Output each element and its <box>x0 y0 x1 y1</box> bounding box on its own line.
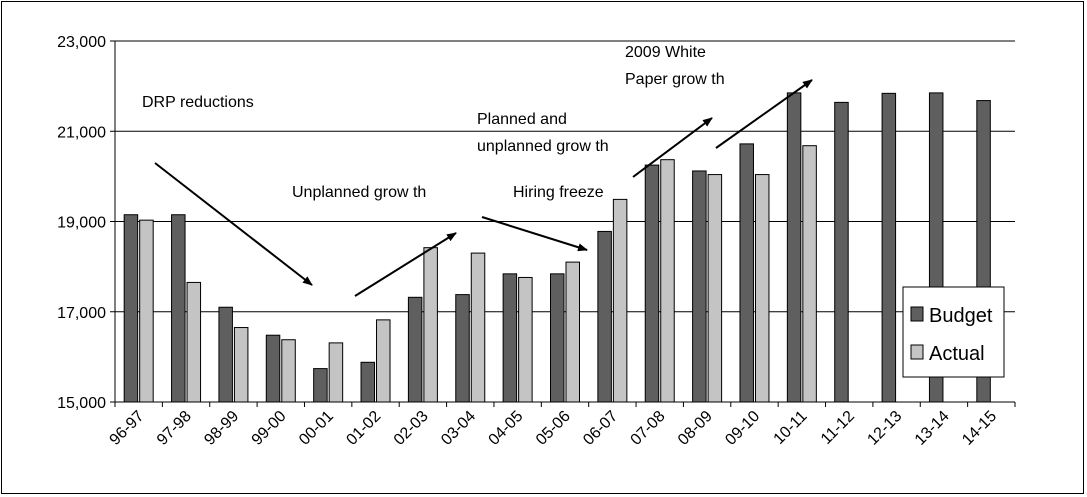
x-tick-label: 00-01 <box>296 408 337 449</box>
bar-actual-99-00 <box>281 339 296 403</box>
bar-actual-08-09 <box>707 174 723 403</box>
y-tick-label: 21,000 <box>57 124 106 141</box>
bar-budget-12-13 <box>881 92 897 403</box>
x-tick-label: 96-97 <box>107 408 148 449</box>
x-tick-label: 14-15 <box>959 408 1000 449</box>
x-tick-label: 10-11 <box>771 408 811 448</box>
bar-actual-00-01 <box>328 342 344 403</box>
legend-swatch-actual <box>910 344 924 360</box>
x-tick-label: 97-98 <box>154 408 195 449</box>
bar-actual-02-03 <box>423 247 438 403</box>
annotations: DRP reductions Unplanned grow th Planned… <box>142 44 813 297</box>
bar-actual-07-08 <box>660 159 675 403</box>
bar-budget-09-10 <box>739 143 754 403</box>
x-tick-label: 98-99 <box>201 408 242 449</box>
x-tick-label: 05-06 <box>533 408 574 449</box>
x-tick-label: 07-08 <box>628 408 669 449</box>
bar-actual-98-99 <box>233 327 249 403</box>
bar-budget-05-06 <box>550 273 565 403</box>
legend-swatch-budget <box>910 306 924 322</box>
x-tick-label: 02-03 <box>391 408 432 449</box>
x-tick-label: 12-13 <box>864 408 905 449</box>
x-tick-label: 13-14 <box>912 408 953 449</box>
bar-budget-00-01 <box>313 368 328 403</box>
bar-actual-10-11 <box>802 145 817 403</box>
bar-actual-01-02 <box>376 319 391 403</box>
bar-budget-07-08 <box>644 164 660 403</box>
bar-budget-97-98 <box>171 214 186 403</box>
x-tick-label: 06-07 <box>580 408 621 449</box>
bar-actual-09-10 <box>754 174 770 403</box>
legend-box <box>902 286 1005 378</box>
bar-actual-06-07 <box>612 198 628 403</box>
bar-actual-97-98 <box>186 281 202 403</box>
bar-budget-10-11 <box>786 92 802 403</box>
annotation-drp-reductions: DRP reductions <box>142 94 254 111</box>
bar-actual-05-06 <box>565 261 580 403</box>
bar-budget-01-02 <box>360 361 376 403</box>
annotation-unplanned-growth-2: unplanned grow th <box>477 138 609 155</box>
annotation-planned-and: Planned and <box>477 111 567 128</box>
y-tick-label: 23,000 <box>57 34 106 51</box>
bar-budget-98-99 <box>218 306 233 403</box>
annotation-hiring-freeze: Hiring freeze <box>513 184 604 201</box>
y-tick-label: 17,000 <box>57 305 106 322</box>
x-tick-label: 09-10 <box>722 408 763 449</box>
hiring-freeze-arrow <box>481 216 588 252</box>
y-tick-label: 19,000 <box>57 215 106 232</box>
unplanned-growth-arrow <box>354 232 457 297</box>
x-tick-label: 11-12 <box>818 408 858 448</box>
legend-label-budget: Budget <box>929 305 993 327</box>
bar-actual-03-04 <box>470 252 486 403</box>
bar-budget-96-97 <box>123 214 139 403</box>
bar-budget-11-12 <box>834 101 849 403</box>
x-tick-label: 99-00 <box>249 408 290 449</box>
x-tick-label: 03-04 <box>438 408 479 449</box>
bars <box>123 92 991 403</box>
drp-reductions-arrow <box>154 162 313 286</box>
bar-budget-04-05 <box>502 273 518 403</box>
annotation-paper-growth: Paper grow th <box>625 71 725 88</box>
bar-budget-03-04 <box>455 294 470 403</box>
legend-label-actual: Actual <box>929 343 985 365</box>
bar-budget-06-07 <box>597 230 612 403</box>
bar-budget-99-00 <box>265 334 281 403</box>
bar-budget-02-03 <box>407 296 423 403</box>
planned-growth-arrow <box>632 117 713 178</box>
bar-actual-96-97 <box>139 219 154 403</box>
x-tick-label: 04-05 <box>486 408 527 449</box>
legend: Budget Actual <box>902 286 1005 378</box>
annotation-2009-white: 2009 White <box>625 44 706 61</box>
annotation-unplanned-growth: Unplanned grow th <box>292 184 426 201</box>
bar-budget-08-09 <box>692 170 707 403</box>
white-paper-growth-arrow <box>715 79 813 149</box>
x-tick-label: 08-09 <box>675 408 716 449</box>
x-tick-label: 01-02 <box>343 408 384 449</box>
bar-actual-04-05 <box>518 276 533 403</box>
y-tick-label: 15,000 <box>57 395 106 412</box>
